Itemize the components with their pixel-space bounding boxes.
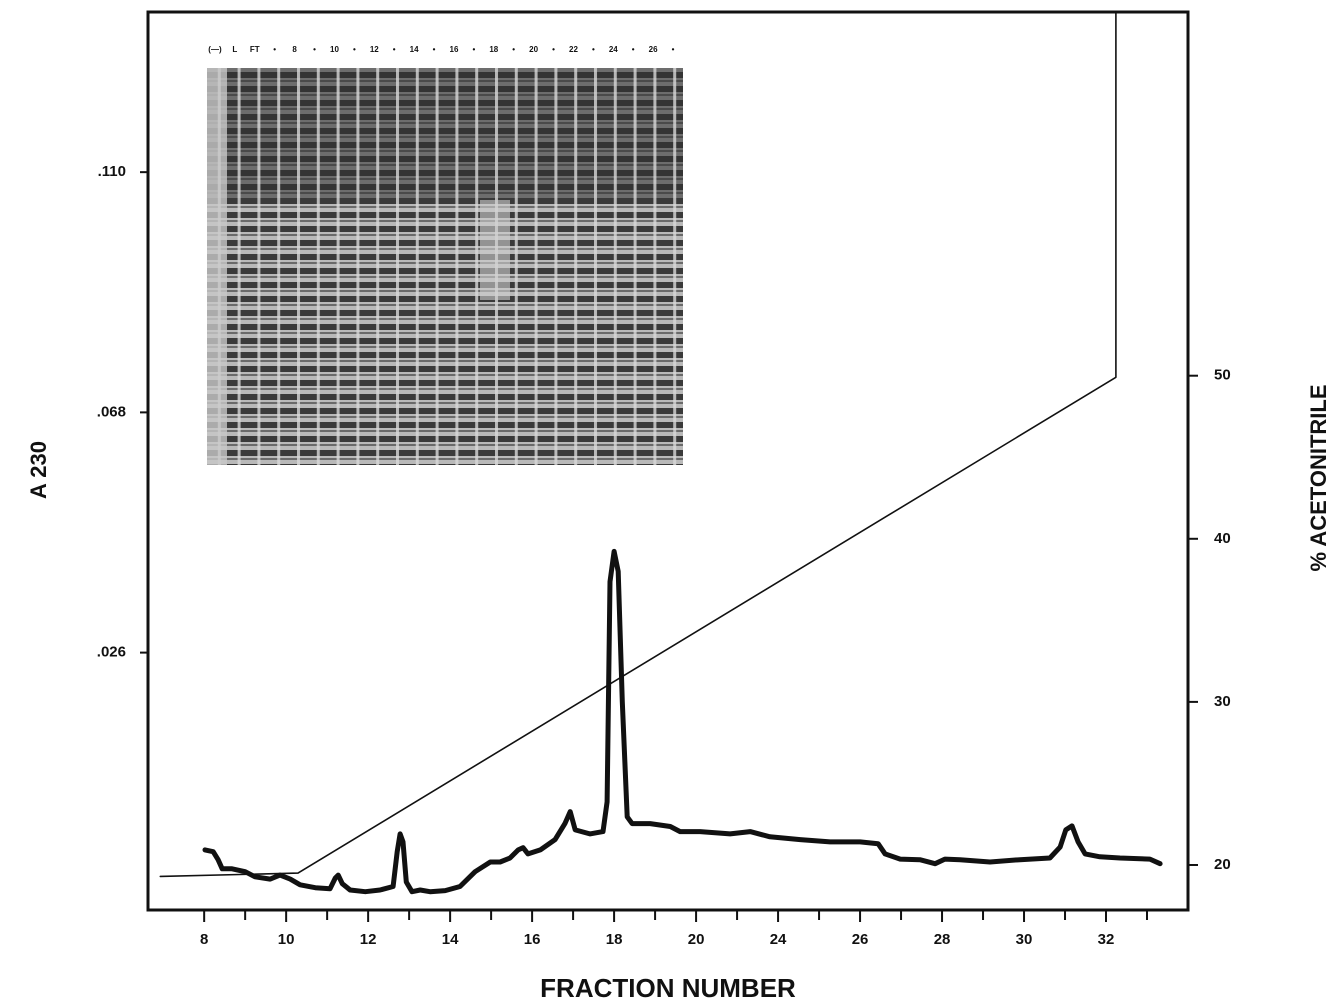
gel-inset <box>207 68 683 465</box>
x-tick-label: 32 <box>1098 931 1115 948</box>
x-axis-title: FRACTION NUMBER <box>540 973 796 1003</box>
lane-label: • <box>512 45 515 54</box>
lane-label: • <box>393 45 396 54</box>
x-tick-label: 8 <box>200 931 208 948</box>
plot-frame <box>146 10 1190 912</box>
x-tick-label: 14 <box>442 931 459 948</box>
lane-label: (—) <box>208 45 222 54</box>
lane-label: • <box>472 45 475 54</box>
lane-label: 10 <box>330 45 339 54</box>
lane-label: • <box>672 45 675 54</box>
y-tick-label: .110 <box>98 163 126 180</box>
lane-label: 22 <box>569 45 578 54</box>
y2-tick-label: 30 <box>1214 693 1231 710</box>
lane-label: 26 <box>649 45 658 54</box>
x-tick-label: 18 <box>606 931 623 948</box>
lane-label: 8 <box>292 45 297 54</box>
lane-label: 24 <box>609 45 618 54</box>
x-tick-label: 12 <box>360 931 377 948</box>
gradient-line <box>159 11 1117 878</box>
x-tick-label: 24 <box>770 931 787 948</box>
y2-axis-title: % ACETONITRILE <box>1306 384 1331 571</box>
lane-label: L <box>232 45 237 54</box>
x-tick-label: 30 <box>1016 931 1033 948</box>
lane-label: • <box>273 45 276 54</box>
lane-label: • <box>632 45 635 54</box>
y-tick-label: .068 <box>97 403 126 420</box>
lane-label: 14 <box>410 45 419 54</box>
y-axis-title: A 230 <box>26 441 51 499</box>
lane-label: FT <box>250 45 260 54</box>
lane-label: 20 <box>529 45 538 54</box>
lane-label: 12 <box>370 45 379 54</box>
y2-tick-label: 20 <box>1214 856 1231 873</box>
lane-label: • <box>433 45 436 54</box>
x-tick-label: 20 <box>688 931 705 948</box>
absorbance-trace <box>202 548 1163 895</box>
y2-tick-label: 50 <box>1214 367 1231 384</box>
x-tick-label: 10 <box>278 931 295 948</box>
lane-label: • <box>353 45 356 54</box>
lane-label: 16 <box>450 45 459 54</box>
y2-tick-label: 40 <box>1214 530 1231 547</box>
x-tick-label: 16 <box>524 931 541 948</box>
x-tick-label: 28 <box>934 931 951 948</box>
lane-label: • <box>313 45 316 54</box>
lane-label: 18 <box>489 45 498 54</box>
lane-label: • <box>592 45 595 54</box>
y-tick-label: .026 <box>97 644 126 661</box>
x-tick-label: 26 <box>852 931 869 948</box>
lane-label: • <box>552 45 555 54</box>
